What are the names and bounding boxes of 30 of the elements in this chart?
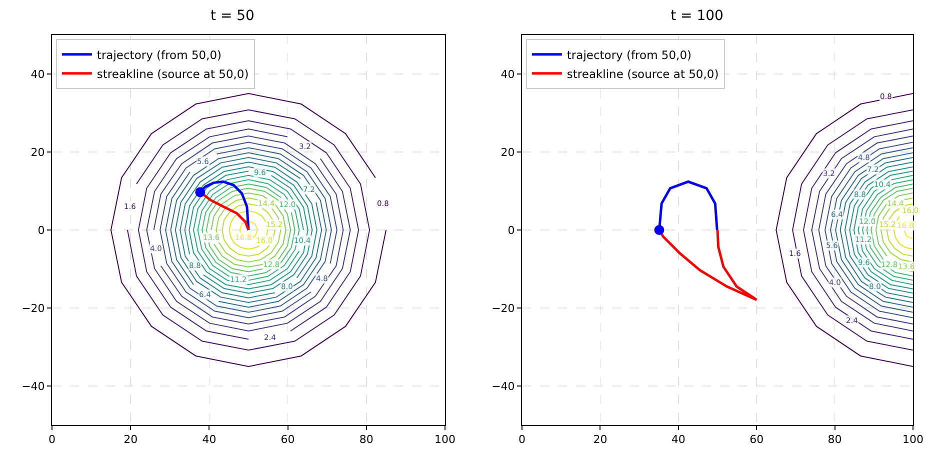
line-series [110,93,387,367]
y-tick-label: 20 [30,146,45,159]
x-tick-label: 80 [828,433,842,446]
y-tick-label: 40 [500,68,515,81]
legend-label: trajectory (from 50,0) [566,48,692,62]
x-tick-label: 20 [124,433,138,446]
legend-label: trajectory (from 50,0) [96,48,222,62]
x-tick-label: 60 [750,433,764,446]
y-tick-label: −40 [22,380,45,393]
y-tick-label: 40 [30,68,45,81]
y-tick-label: −20 [22,302,45,315]
y-tick-label: −40 [492,380,515,393]
x-tick-label: 60 [280,433,295,446]
y-tick-label: 20 [500,146,515,159]
y-tick-label: −20 [492,302,515,315]
x-tick-label: 100 [434,433,456,446]
x-tick-label: 80 [359,433,374,446]
y-tick-label: 0 [38,224,45,237]
x-tick-label: 40 [202,433,216,446]
chart-title: t = 100 [670,8,724,24]
chart-title: t = 50 [210,8,254,24]
x-tick-label: 20 [593,433,608,446]
x-tick-label: 100 [902,433,924,446]
legend-label: streakline (source at 50,0) [96,66,249,81]
legend-label: streakline (source at 50,0) [566,66,719,81]
x-tick-label: 40 [671,433,686,446]
x-tick-label: 0 [48,433,56,446]
line-series [126,109,370,351]
y-tick-label: 0 [508,224,515,237]
x-tick-label: 0 [518,433,526,446]
